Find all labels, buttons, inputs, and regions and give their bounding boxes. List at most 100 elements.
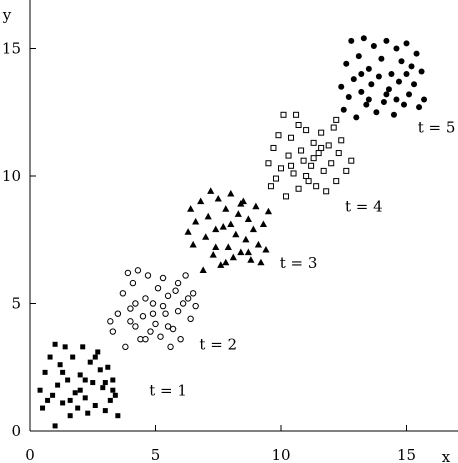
- y-tick-label: 10: [2, 167, 21, 185]
- data-point: [323, 188, 330, 195]
- data-point: [343, 60, 350, 67]
- x-tick-label: 5: [151, 446, 161, 463]
- data-point: [177, 336, 184, 343]
- data-point: [416, 104, 423, 111]
- data-point: [293, 111, 300, 118]
- data-point: [358, 71, 365, 77]
- data-point: [400, 101, 407, 108]
- x-tick-label: 0: [25, 446, 35, 463]
- data-point: [343, 167, 350, 174]
- data-point: [174, 279, 182, 287]
- data-point: [50, 392, 56, 398]
- data-point: [154, 285, 162, 292]
- data-point: [295, 185, 302, 192]
- data-point: [144, 272, 152, 279]
- data-point: [264, 207, 273, 215]
- data-point: [242, 235, 250, 243]
- data-point: [333, 116, 340, 123]
- data-point: [107, 318, 114, 325]
- data-point: [164, 323, 172, 330]
- data-point: [114, 310, 122, 317]
- data-point: [368, 81, 375, 88]
- data-point: [212, 225, 220, 233]
- data-point: [222, 205, 230, 212]
- data-point: [350, 76, 357, 83]
- data-point: [395, 78, 402, 85]
- data-point: [267, 183, 274, 190]
- data-point: [115, 413, 121, 419]
- data-point: [418, 68, 425, 75]
- data-point: [408, 63, 415, 70]
- data-point: [139, 313, 147, 320]
- data-point: [413, 50, 420, 57]
- data-point: [127, 305, 134, 312]
- data-point: [192, 217, 200, 225]
- data-point: [124, 269, 132, 277]
- data-point: [340, 106, 347, 113]
- data-point: [224, 243, 232, 250]
- data-point: [345, 93, 352, 100]
- data-point: [77, 372, 83, 378]
- data-point: [390, 111, 397, 118]
- data-point: [110, 387, 116, 393]
- data-point: [237, 200, 245, 207]
- data-point: [204, 212, 212, 220]
- data-point: [320, 167, 327, 174]
- data-point: [310, 155, 317, 162]
- y-tick-label: 0: [11, 422, 21, 440]
- data-point: [393, 45, 400, 52]
- data-point: [82, 395, 88, 401]
- data-point: [290, 170, 297, 177]
- y-tick-label: 15: [2, 40, 21, 58]
- data-point: [388, 71, 395, 77]
- data-point: [202, 233, 210, 240]
- data-point: [257, 258, 265, 266]
- data-point: [310, 139, 317, 146]
- data-point: [184, 228, 192, 235]
- points-layer: [37, 35, 428, 429]
- data-point: [37, 387, 43, 393]
- data-point: [227, 189, 235, 197]
- data-point: [212, 243, 220, 250]
- data-point: [325, 142, 332, 149]
- data-point: [107, 397, 113, 403]
- data-point: [298, 147, 305, 154]
- data-point: [87, 359, 93, 365]
- data-point: [318, 129, 325, 136]
- data-point: [132, 300, 139, 307]
- data-point: [119, 290, 127, 297]
- data-point: [244, 248, 252, 256]
- data-point: [132, 323, 139, 330]
- data-point: [169, 325, 177, 333]
- x-tick-label: 15: [397, 446, 416, 463]
- data-point: [112, 392, 118, 398]
- data-point: [247, 256, 255, 263]
- data-point: [122, 343, 129, 351]
- data-point: [378, 55, 385, 62]
- data-point: [184, 295, 192, 302]
- data-point: [254, 240, 263, 248]
- data-point: [217, 261, 225, 268]
- data-point: [85, 410, 91, 416]
- data-point: [55, 382, 61, 388]
- data-point: [109, 328, 117, 335]
- series-label: t = 3: [280, 254, 318, 272]
- data-point: [272, 175, 279, 182]
- data-point: [219, 223, 227, 230]
- data-point: [82, 377, 88, 383]
- data-point: [52, 423, 58, 429]
- data-point: [102, 408, 108, 414]
- data-point: [403, 71, 410, 77]
- data-point: [207, 187, 215, 194]
- data-point: [179, 300, 187, 307]
- data-point: [288, 162, 295, 169]
- data-point: [67, 413, 73, 419]
- data-point: [403, 40, 410, 47]
- data-point: [80, 344, 86, 350]
- data-point: [275, 132, 282, 139]
- data-point: [40, 405, 46, 411]
- data-point: [232, 230, 240, 238]
- x-axis-label: x: [442, 448, 451, 463]
- data-point: [222, 258, 230, 266]
